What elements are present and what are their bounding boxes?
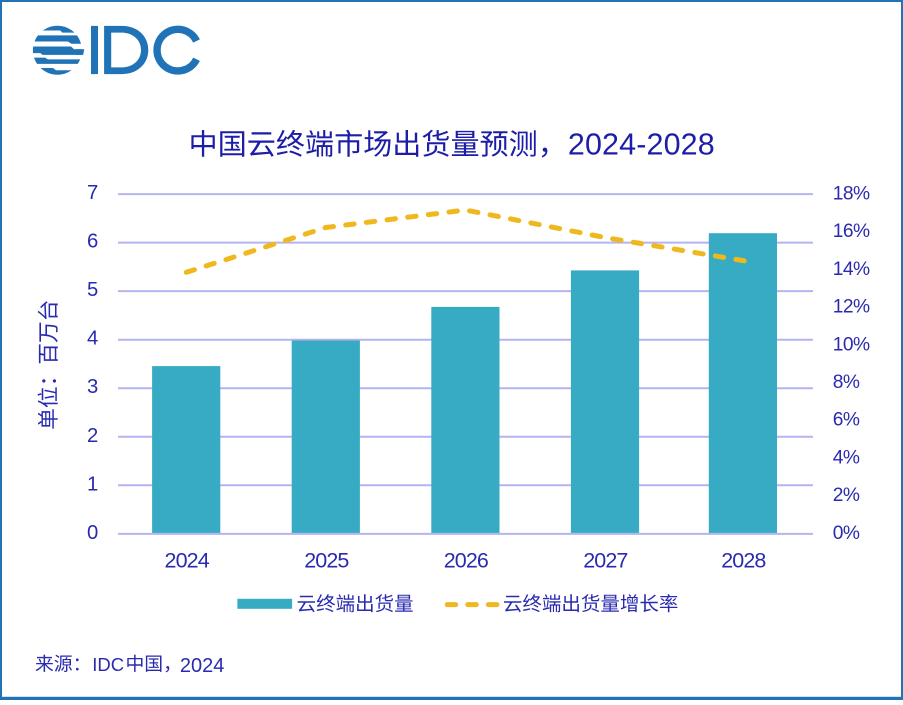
svg-text:2024-2028: 2024-2028 (568, 128, 715, 162)
svg-text:4%: 4% (833, 448, 860, 469)
svg-text:2024: 2024 (180, 655, 225, 677)
svg-text:4: 4 (87, 328, 98, 350)
svg-text:1: 1 (87, 473, 98, 495)
svg-text:2028: 2028 (721, 549, 766, 573)
svg-text:12%: 12% (833, 297, 870, 318)
svg-text:2024: 2024 (165, 549, 210, 573)
svg-text:2025: 2025 (304, 549, 349, 573)
svg-text:0%: 0% (833, 523, 860, 544)
svg-text:6%: 6% (833, 410, 860, 431)
svg-text:IDC: IDC (92, 654, 124, 675)
svg-text:2: 2 (87, 425, 98, 447)
svg-text:2%: 2% (833, 485, 860, 506)
svg-text:5: 5 (87, 279, 98, 301)
svg-text:16%: 16% (833, 221, 870, 242)
svg-text:0: 0 (87, 522, 98, 544)
svg-text:2027: 2027 (583, 549, 627, 573)
svg-text:2026: 2026 (444, 549, 489, 573)
svg-text:3: 3 (87, 376, 98, 398)
svg-text:18%: 18% (833, 183, 870, 204)
svg-text:10%: 10% (833, 334, 870, 355)
svg-text:8%: 8% (833, 372, 860, 393)
svg-text:6: 6 (87, 231, 98, 253)
svg-text:14%: 14% (833, 259, 870, 280)
svg-text:7: 7 (87, 182, 98, 204)
